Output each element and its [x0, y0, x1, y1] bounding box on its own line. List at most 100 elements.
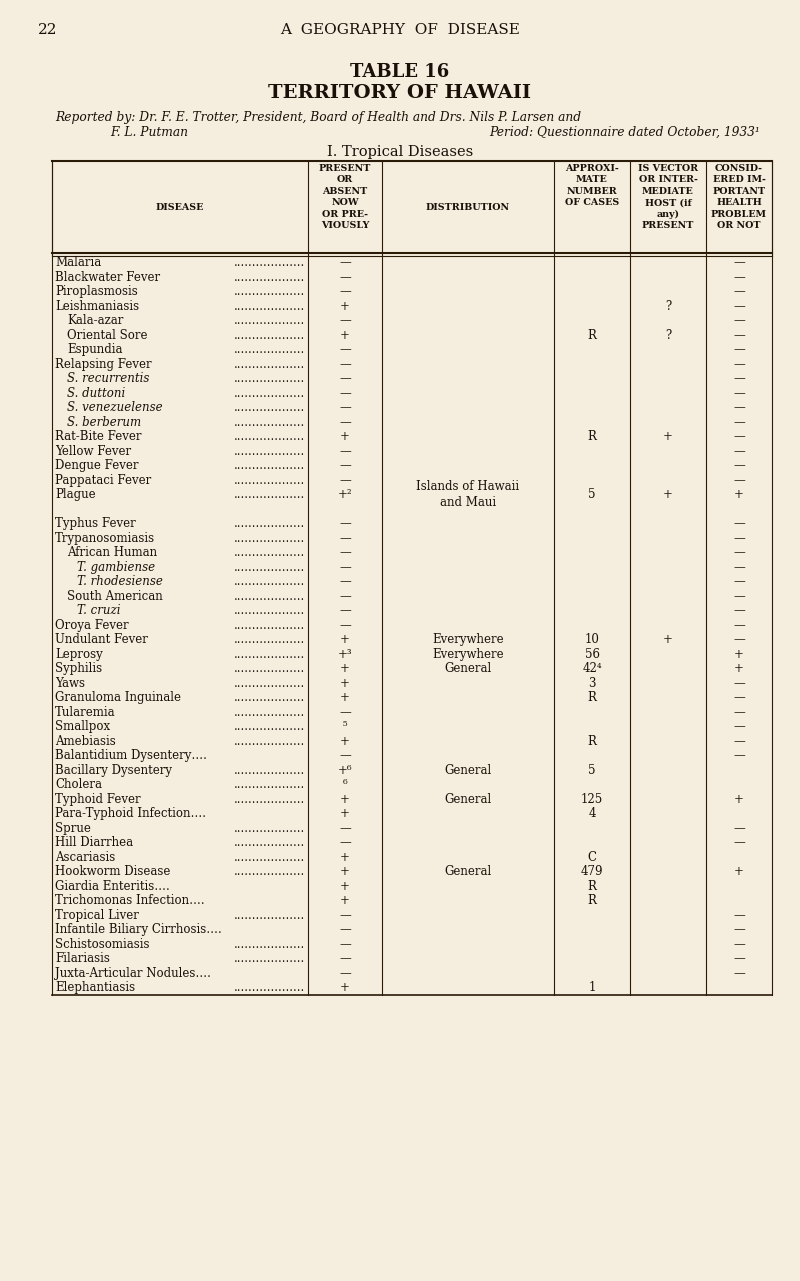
- Text: DISEASE: DISEASE: [156, 202, 204, 211]
- Text: ...................: ...................: [234, 401, 305, 414]
- Text: Everywhere: Everywhere: [432, 633, 504, 646]
- Text: —: —: [733, 401, 745, 414]
- Text: TABLE 16: TABLE 16: [350, 63, 450, 81]
- Text: Plague: Plague: [55, 488, 96, 501]
- Text: —: —: [339, 474, 351, 487]
- Text: +: +: [734, 662, 744, 675]
- Text: +: +: [340, 865, 350, 879]
- Text: —: —: [339, 416, 351, 429]
- Text: Leishmaniasis: Leishmaniasis: [55, 300, 139, 313]
- Text: —: —: [339, 589, 351, 603]
- Text: Espundia: Espundia: [67, 343, 122, 356]
- Text: —: —: [733, 343, 745, 356]
- Text: T. rhodesiense: T. rhodesiense: [77, 575, 163, 588]
- Text: —: —: [339, 967, 351, 980]
- Text: Everywhere: Everywhere: [432, 648, 504, 661]
- Text: —: —: [339, 952, 351, 966]
- Text: General: General: [444, 763, 492, 776]
- Text: I. Tropical Diseases: I. Tropical Diseases: [327, 145, 473, 159]
- Text: Granuloma Inguinale: Granuloma Inguinale: [55, 692, 181, 705]
- Text: Yaws: Yaws: [55, 676, 85, 689]
- Text: Hookworm Disease: Hookworm Disease: [55, 865, 170, 879]
- Text: ?: ?: [665, 329, 671, 342]
- Text: —: —: [339, 357, 351, 370]
- Text: +: +: [340, 880, 350, 893]
- Text: —: —: [733, 967, 745, 980]
- Text: ...................: ...................: [234, 836, 305, 849]
- Text: ...................: ...................: [234, 300, 305, 313]
- Text: —: —: [733, 460, 745, 473]
- Text: 4: 4: [588, 807, 596, 820]
- Text: +: +: [340, 894, 350, 907]
- Text: Typhoid Fever: Typhoid Fever: [55, 793, 141, 806]
- Text: Filariasis: Filariasis: [55, 952, 110, 966]
- Text: ...................: ...................: [234, 575, 305, 588]
- Text: ...................: ...................: [234, 561, 305, 574]
- Text: ...................: ...................: [234, 779, 305, 792]
- Text: —: —: [733, 357, 745, 370]
- Text: ...................: ...................: [234, 938, 305, 951]
- Text: R: R: [587, 880, 597, 893]
- Text: General: General: [444, 793, 492, 806]
- Text: —: —: [339, 575, 351, 588]
- Text: TERRITORY OF HAWAII: TERRITORY OF HAWAII: [269, 85, 531, 102]
- Text: Cholera: Cholera: [55, 779, 102, 792]
- Text: —: —: [339, 546, 351, 560]
- Text: 5: 5: [588, 763, 596, 776]
- Text: ...................: ...................: [234, 605, 305, 617]
- Text: —: —: [733, 373, 745, 386]
- Text: ...................: ...................: [234, 692, 305, 705]
- Text: ...................: ...................: [234, 821, 305, 835]
- Text: 3: 3: [588, 676, 596, 689]
- Text: —: —: [339, 314, 351, 327]
- Text: —: —: [733, 329, 745, 342]
- Text: +: +: [663, 430, 673, 443]
- Text: Trypanosomiasis: Trypanosomiasis: [55, 532, 155, 544]
- Text: General: General: [444, 662, 492, 675]
- Text: 42⁴: 42⁴: [582, 662, 602, 675]
- Text: 22: 22: [38, 23, 58, 37]
- Text: ...................: ...................: [234, 676, 305, 689]
- Text: Schistosomiasis: Schistosomiasis: [55, 938, 150, 951]
- Text: Amebiasis: Amebiasis: [55, 735, 116, 748]
- Text: —: —: [733, 605, 745, 617]
- Text: CONSID-
ERED IM-
PORTANT
HEALTH
PROBLEM
OR NOT: CONSID- ERED IM- PORTANT HEALTH PROBLEM …: [711, 164, 767, 231]
- Text: ...................: ...................: [234, 373, 305, 386]
- Text: —: —: [733, 938, 745, 951]
- Text: ...................: ...................: [234, 648, 305, 661]
- Text: —: —: [733, 633, 745, 646]
- Text: —: —: [339, 749, 351, 762]
- Text: S. recurrentis: S. recurrentis: [67, 373, 150, 386]
- Text: 5: 5: [588, 488, 596, 501]
- Text: —: —: [733, 619, 745, 632]
- Text: Para-Typhoid Infection….: Para-Typhoid Infection….: [55, 807, 206, 820]
- Text: ...................: ...................: [234, 706, 305, 719]
- Text: +³: +³: [338, 648, 352, 661]
- Text: T. cruzi: T. cruzi: [77, 605, 121, 617]
- Text: —: —: [733, 286, 745, 298]
- Text: Yellow Fever: Yellow Fever: [55, 445, 131, 457]
- Text: ...................: ...................: [234, 546, 305, 560]
- Text: —: —: [339, 908, 351, 922]
- Text: ...................: ...................: [234, 865, 305, 879]
- Text: +: +: [734, 648, 744, 661]
- Text: R: R: [587, 692, 597, 705]
- Text: Tropical Liver: Tropical Liver: [55, 908, 139, 922]
- Text: —: —: [339, 343, 351, 356]
- Text: +: +: [734, 865, 744, 879]
- Text: Malaria: Malaria: [55, 256, 102, 269]
- Text: +: +: [734, 793, 744, 806]
- Text: +: +: [340, 735, 350, 748]
- Text: ...................: ...................: [234, 286, 305, 298]
- Text: —: —: [733, 952, 745, 966]
- Text: S. berberum: S. berberum: [67, 416, 141, 429]
- Text: —: —: [733, 314, 745, 327]
- Text: Dengue Fever: Dengue Fever: [55, 460, 138, 473]
- Text: —: —: [733, 836, 745, 849]
- Text: —: —: [339, 619, 351, 632]
- Text: +: +: [340, 692, 350, 705]
- Text: —: —: [733, 908, 745, 922]
- Text: Blackwater Fever: Blackwater Fever: [55, 270, 160, 284]
- Text: —: —: [339, 938, 351, 951]
- Text: R: R: [587, 430, 597, 443]
